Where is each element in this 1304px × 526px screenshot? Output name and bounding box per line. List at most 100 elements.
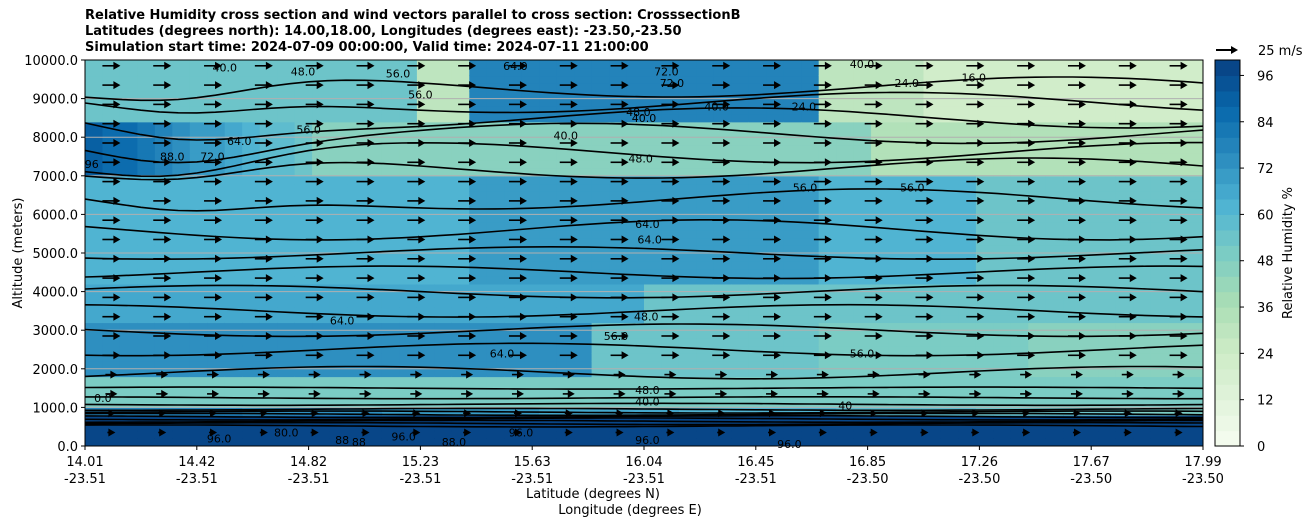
humidity-cell	[591, 75, 610, 84]
contour-line	[85, 386, 1203, 390]
humidity-cell	[574, 98, 593, 107]
humidity-cell	[836, 144, 855, 154]
humidity-cell	[766, 422, 785, 432]
humidity-cell	[993, 268, 1012, 277]
humidity-cell	[85, 67, 104, 77]
humidity-cell	[1080, 129, 1099, 138]
humidity-cell	[958, 60, 977, 69]
humidity-cell	[626, 152, 645, 161]
humidity-cell	[661, 175, 680, 185]
wind-arrow-head	[260, 409, 268, 418]
humidity-cell	[224, 75, 243, 84]
wind-arrow-head	[974, 389, 982, 398]
humidity-cell	[556, 114, 575, 123]
humidity-cell	[836, 129, 855, 138]
humidity-cell	[172, 67, 191, 77]
humidity-cell	[748, 283, 767, 293]
humidity-cell	[154, 90, 173, 100]
humidity-cell	[731, 253, 750, 262]
humidity-cell	[1080, 322, 1099, 331]
humidity-cell	[801, 175, 820, 185]
humidity-cell	[1063, 260, 1082, 270]
humidity-cell	[1115, 322, 1134, 331]
humidity-cell	[189, 391, 208, 401]
humidity-cell	[644, 283, 663, 293]
humidity-cell	[783, 283, 802, 293]
humidity-cell	[783, 376, 802, 385]
humidity-cell	[1168, 245, 1187, 254]
wind-arrow-head	[570, 158, 578, 167]
humidity-cell	[434, 83, 453, 92]
wind-arrow-head	[164, 177, 172, 186]
humidity-cell	[364, 307, 383, 316]
humidity-cell	[347, 268, 366, 277]
humidity-cell	[102, 75, 121, 84]
humidity-cell	[940, 253, 960, 262]
wind-arrow-head	[618, 389, 626, 398]
humidity-cell	[1045, 353, 1064, 362]
humidity-cell	[434, 75, 453, 84]
humidity-cell	[713, 361, 732, 370]
humidity-cell	[1168, 253, 1187, 262]
wind-arrow-head	[672, 61, 680, 70]
wind-arrow-head	[1078, 351, 1086, 360]
humidity-cell	[504, 415, 523, 424]
humidity-cell	[696, 260, 715, 270]
humidity-cell	[504, 191, 523, 200]
humidity-cell	[119, 191, 139, 200]
humidity-cell	[469, 361, 488, 370]
wind-arrow-head	[316, 274, 324, 283]
wind-arrow-head	[1075, 370, 1083, 379]
humidity-cell	[696, 253, 715, 262]
humidity-cell	[207, 337, 226, 347]
humidity-cell	[539, 214, 558, 223]
colorbar-band	[1215, 137, 1240, 154]
humidity-cell	[748, 438, 767, 446]
humidity-cell	[1150, 307, 1169, 316]
humidity-cell	[678, 114, 698, 123]
humidity-cell	[591, 330, 610, 339]
humidity-cell	[224, 322, 243, 331]
humidity-cell	[783, 137, 802, 146]
humidity-cell	[329, 268, 348, 277]
humidity-cell	[871, 129, 890, 138]
humidity-cell	[713, 260, 732, 270]
colorbar-band	[1215, 291, 1240, 308]
humidity-cell	[207, 129, 226, 138]
humidity-cell	[1063, 98, 1082, 107]
humidity-cell	[1028, 98, 1047, 107]
humidity-cell	[661, 137, 680, 146]
humidity-cell	[940, 314, 960, 324]
humidity-cell	[329, 60, 348, 69]
humidity-cell	[1010, 137, 1029, 146]
humidity-cell	[119, 206, 139, 215]
x-tick-label-lat: 17.99	[1184, 455, 1221, 470]
humidity-cell	[277, 314, 296, 324]
humidity-cell	[661, 322, 680, 331]
humidity-cell	[451, 106, 470, 115]
humidity-cell	[923, 337, 942, 347]
humidity-cell	[137, 345, 156, 354]
wind-arrow-head	[621, 100, 629, 109]
humidity-cell	[993, 60, 1012, 69]
humidity-cell	[469, 268, 488, 277]
humidity-cell	[381, 144, 401, 154]
humidity-cell	[556, 415, 575, 424]
humidity-cell	[294, 152, 313, 161]
humidity-cell	[416, 237, 435, 246]
humidity-cell	[975, 430, 994, 439]
humidity-cell	[940, 121, 960, 131]
humidity-cell	[172, 399, 191, 408]
humidity-cell	[836, 422, 855, 432]
wind-arrow-head	[164, 351, 172, 360]
humidity-cell	[731, 422, 750, 432]
humidity-cell	[399, 206, 418, 215]
x-tick-label-lon: -23.51	[623, 472, 665, 487]
humidity-cell	[189, 376, 208, 385]
humidity-cell	[1028, 422, 1047, 432]
wind-arrow-head	[415, 370, 423, 379]
humidity-cell	[154, 314, 173, 324]
humidity-cell	[1185, 90, 1203, 100]
humidity-cell	[399, 198, 418, 208]
humidity-cell	[504, 337, 523, 347]
